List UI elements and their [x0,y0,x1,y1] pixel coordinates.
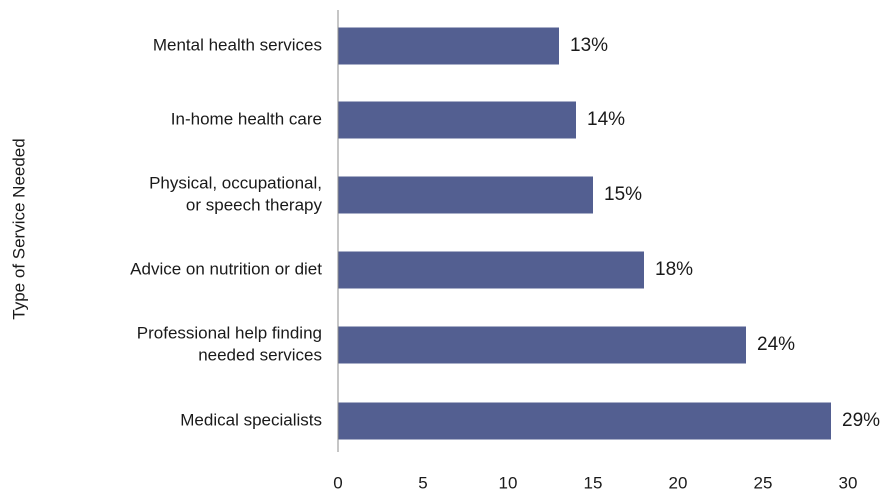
category-label-line: In-home health care [171,109,322,128]
category-label-line: Mental health services [153,35,322,54]
category-label-line: Medical specialists [180,410,322,429]
category-label-1: Mental health services [153,35,322,54]
x-tick-label-5: 5 [418,473,427,492]
category-label-line: Professional help finding [137,323,322,342]
bar-6 [338,402,831,440]
category-label-2: In-home health care [171,109,322,128]
bars-group [338,27,831,440]
category-label-line: needed services [198,345,322,364]
category-label-line: Physical, occupational, [149,173,322,192]
category-label-line: or speech therapy [186,195,323,214]
value-labels-group: 13% 14% 15% 18% 24% 29% [570,35,880,431]
category-label-3: Physical, occupational, or speech therapy [149,173,322,214]
x-tick-label-0: 0 [333,473,342,492]
x-tick-label-15: 15 [584,473,603,492]
x-tick-label-20: 20 [669,473,688,492]
x-tick-label-10: 10 [499,473,518,492]
category-labels-group: Mental health services In-home health car… [130,35,322,429]
y-axis-title: Type of Service Needed [9,138,28,319]
bar-2 [338,101,576,139]
category-label-4: Advice on nutrition or diet [130,259,322,278]
category-label-6: Medical specialists [180,410,322,429]
x-tick-label-25: 25 [754,473,773,492]
bar-value-label-2: 14% [587,109,625,130]
bar-1 [338,27,559,65]
x-tick-label-30: 30 [839,473,858,492]
bar-value-label-4: 18% [655,259,693,280]
bar-value-label-5: 24% [757,334,795,355]
category-label-5: Professional help finding needed services [137,323,322,364]
bar-value-label-6: 29% [842,410,880,431]
category-label-line: Advice on nutrition or diet [130,259,322,278]
bar-5 [338,326,746,364]
x-tick-labels-group: 0 5 10 15 20 25 30 [333,473,857,492]
bar-value-label-1: 13% [570,35,608,56]
bar-4 [338,251,644,289]
bar-3 [338,176,593,214]
y-axis-title-group: Type of Service Needed [9,138,28,319]
bar-value-label-3: 15% [604,184,642,205]
